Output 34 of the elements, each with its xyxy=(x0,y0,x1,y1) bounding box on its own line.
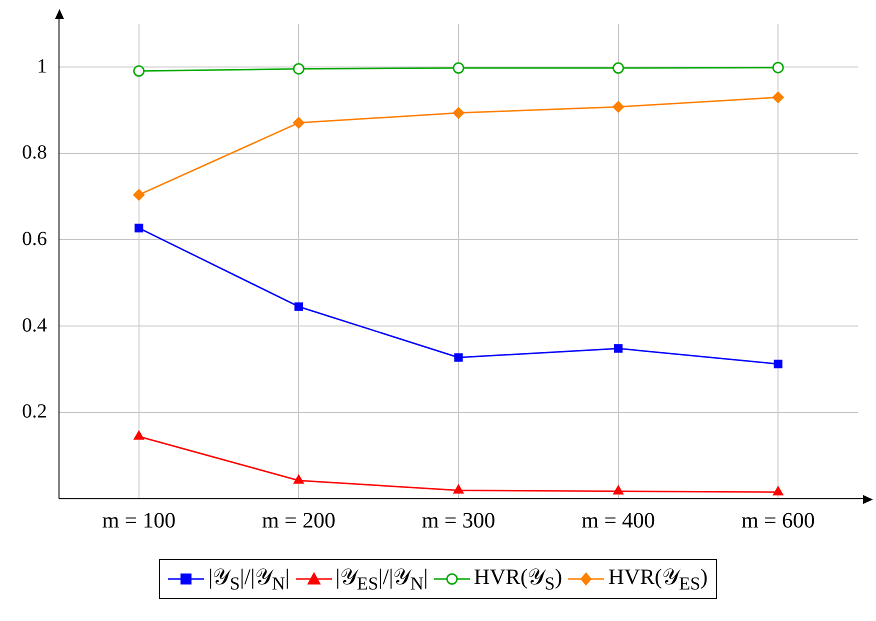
y-tick-label: 0.6 xyxy=(22,228,47,250)
point xyxy=(134,224,144,232)
point xyxy=(452,107,464,119)
legend-label: |𝒴$_{ES}$|/|𝒴$_{N}$| xyxy=(336,564,428,594)
x-tick-label: m = 300 xyxy=(422,508,496,533)
point xyxy=(454,353,463,362)
point xyxy=(773,486,784,496)
point xyxy=(614,344,623,353)
point xyxy=(772,92,784,104)
point xyxy=(772,62,784,74)
point xyxy=(294,302,303,311)
point xyxy=(294,474,304,484)
point xyxy=(612,101,624,113)
legend-label: HVR(𝒴$_{ES}$) xyxy=(608,564,708,594)
point xyxy=(453,484,464,494)
point xyxy=(612,62,624,74)
y-tick-label: 0.2 xyxy=(22,400,47,423)
x-tick-label: m = 200 xyxy=(262,508,336,533)
y-tick-label: 1 xyxy=(37,55,47,78)
point xyxy=(134,430,144,440)
point xyxy=(133,189,145,201)
point xyxy=(292,63,304,75)
x-tick-label: m = 400 xyxy=(582,508,656,533)
x-tick-label: m = 100 xyxy=(102,508,176,533)
point xyxy=(133,65,145,77)
point xyxy=(452,62,464,74)
y-tick-label: 0.4 xyxy=(22,314,47,336)
point xyxy=(774,360,782,368)
point xyxy=(613,486,624,495)
y-tick-label: 0.8 xyxy=(22,142,47,164)
x-tick-label: m = 600 xyxy=(741,508,815,533)
legend-label: HVR(𝒴$_{S}$) xyxy=(474,564,562,594)
point xyxy=(292,117,304,129)
legend-label: |𝒴$_{S}$|/|𝒴$_{N}$| xyxy=(208,564,290,594)
